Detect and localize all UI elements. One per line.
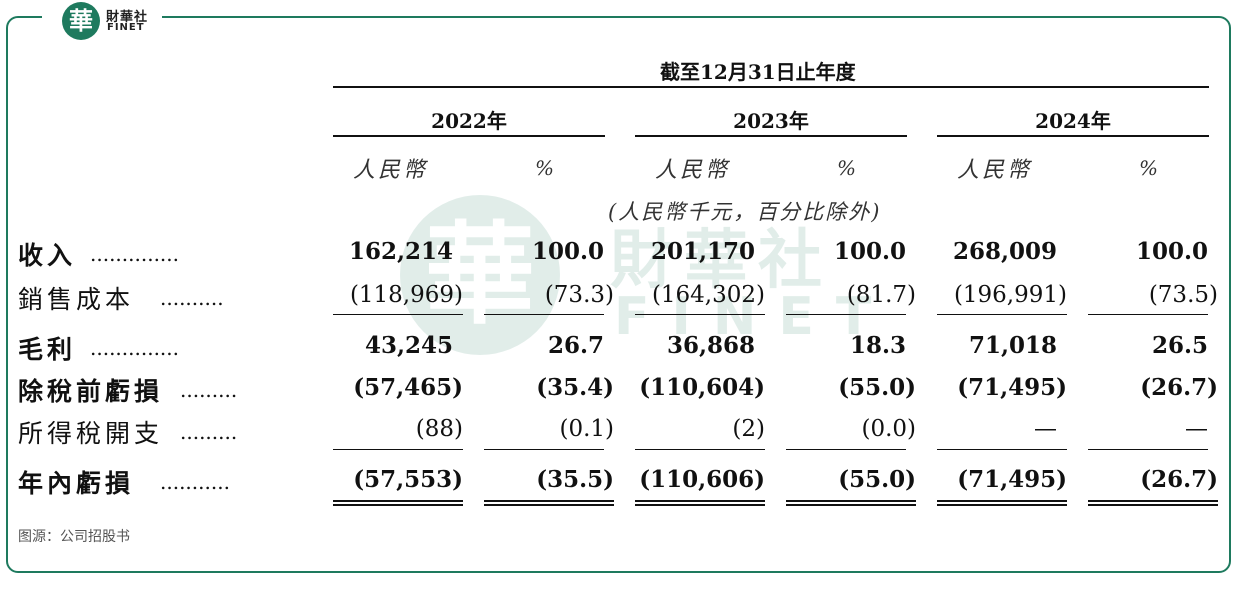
table-cell: (0.1) [559, 416, 614, 442]
table-cell: (118,969) [349, 282, 463, 308]
year-2024: 2024年 [1035, 109, 1111, 133]
table-cell: (73.5) [1148, 282, 1218, 308]
table-cell: (2) [732, 416, 765, 442]
table-cell: (57,465) [353, 374, 463, 401]
table-cell: 268,009 [952, 238, 1057, 265]
subtotal-rule [937, 314, 1067, 316]
row-label-gross-profit: 毛利 [18, 335, 77, 364]
year-2023: 2023年 [733, 109, 809, 133]
table-cell: 26.5 [1151, 332, 1208, 359]
percent-label-2023: % [837, 156, 857, 180]
total-double-rule [786, 500, 916, 506]
row-label-loss-for-year: 年內虧損 [18, 469, 135, 498]
row-label-cost-of-sales: 銷售成本 [18, 285, 135, 314]
unit-note: (人民幣千元，百分比除外) [608, 200, 882, 224]
subtotal-rule [635, 314, 765, 316]
finet-logo-icon: 華 [62, 2, 100, 40]
table-cell: (55.0) [838, 466, 916, 493]
table-cell: (164,302) [651, 282, 765, 308]
table-cell: (57,553) [353, 466, 463, 493]
row-label-loss-before-tax: 除稅前虧損 [18, 377, 164, 406]
subtotal-rule [786, 314, 906, 316]
table-cell: (26.7) [1140, 466, 1218, 493]
subtotal-rule [333, 449, 463, 451]
table-cell: — [1034, 416, 1057, 442]
table-cell: 43,245 [364, 332, 453, 359]
table-cell: (55.0) [838, 374, 916, 401]
row-dots: ......... [180, 378, 238, 402]
watermark-name-en: FINET [614, 287, 894, 347]
year-rule-2022 [333, 135, 605, 137]
total-double-rule [937, 500, 1067, 506]
row-dots: .............. [90, 242, 180, 266]
finet-watermark: 華 財華社 FINET [400, 195, 871, 355]
table-cell: (26.7) [1140, 374, 1218, 401]
subtotal-rule [484, 449, 604, 451]
percent-label-2022: % [535, 156, 555, 180]
table-cell: (35.5) [536, 466, 614, 493]
table-cell: 100.0 [1135, 238, 1208, 265]
row-dots: ........... [160, 470, 230, 494]
row-label-revenue: 收入 [18, 241, 77, 270]
table-cell: 36,868 [666, 332, 755, 359]
table-cell: (81.7) [846, 282, 916, 308]
total-double-rule [484, 500, 614, 506]
table-cell: (73.3) [544, 282, 614, 308]
watermark-name-cn: 財華社 [610, 224, 832, 298]
table-cell: 26.7 [547, 332, 604, 359]
currency-label-2022: 人民幣 [353, 158, 429, 183]
table-cell: (35.4) [536, 374, 614, 401]
subtotal-rule [635, 449, 765, 451]
source-caption: 图源：公司招股书 [18, 529, 130, 545]
period-header: 截至12月31日止年度 [660, 60, 856, 84]
year-rule-2023 [635, 135, 907, 137]
table-cell: 162,214 [348, 238, 453, 265]
table-cell: (71,495) [957, 374, 1067, 401]
card-frame [6, 16, 1231, 573]
subtotal-rule [333, 314, 463, 316]
table-cell: 71,018 [968, 332, 1057, 359]
row-dots: .......... [160, 286, 224, 310]
table-cell: (88) [415, 416, 463, 442]
table-cell: (71,495) [957, 466, 1067, 493]
table-cell: 201,170 [650, 238, 755, 265]
currency-label-2024: 人民幣 [957, 158, 1033, 183]
subtotal-rule [1088, 314, 1208, 316]
subtotal-rule [1088, 449, 1208, 451]
logo-name-en: FINET [107, 22, 145, 33]
row-dots: ......... [180, 420, 238, 444]
header-rule [333, 86, 1209, 88]
subtotal-rule [937, 449, 1067, 451]
total-double-rule [333, 500, 463, 506]
table-cell: (0.0) [861, 416, 916, 442]
year-rule-2024 [937, 135, 1209, 137]
year-2022: 2022年 [431, 109, 507, 133]
table-cell: (110,606) [639, 466, 765, 493]
table-cell: 100.0 [833, 238, 906, 265]
table-cell: (110,604) [639, 374, 765, 401]
table-cell: 18.3 [849, 332, 906, 359]
logo-name-cn: 財華社 [106, 10, 149, 25]
percent-label-2024: % [1139, 156, 1159, 180]
total-double-rule [635, 500, 765, 506]
row-label-income-tax: 所得稅開支 [18, 419, 164, 448]
currency-label-2023: 人民幣 [655, 158, 731, 183]
subtotal-rule [484, 314, 604, 316]
total-double-rule [1088, 500, 1218, 506]
watermark-badge-icon: 華 [400, 195, 560, 355]
table-cell: (196,991) [953, 282, 1067, 308]
table-cell: 100.0 [531, 238, 604, 265]
row-dots: .............. [90, 336, 180, 360]
table-cell: — [1185, 416, 1208, 442]
subtotal-rule [786, 449, 906, 451]
